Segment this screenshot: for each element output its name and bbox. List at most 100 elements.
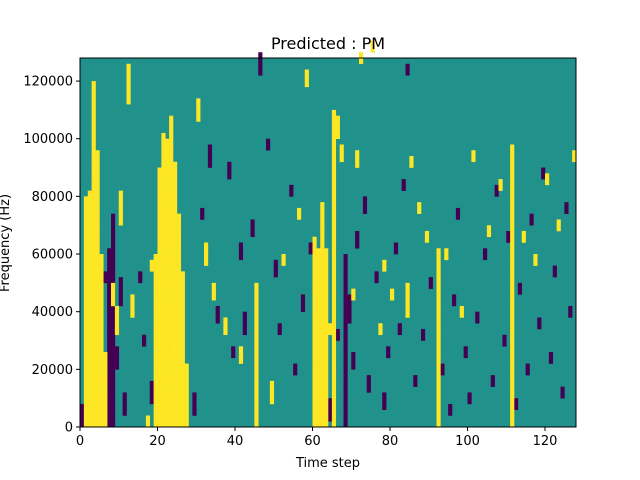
heatmap-cell-high	[180, 300, 185, 307]
heatmap-cell-low	[343, 415, 348, 422]
heatmap-cell-high	[169, 300, 174, 307]
heatmap-cell-high	[320, 380, 325, 387]
heatmap-cell-high	[521, 236, 526, 243]
heatmap-cell-low	[149, 380, 154, 387]
heatmap-cell-high	[405, 282, 410, 289]
heatmap-cell-high	[324, 254, 329, 261]
heatmap-cell-low	[111, 334, 116, 341]
heatmap-cell-low	[343, 403, 348, 411]
heatmap-cell-high	[91, 334, 96, 341]
heatmap-cell-high	[83, 375, 89, 382]
heatmap-cell-high	[95, 202, 100, 209]
heatmap-cell-high	[153, 259, 158, 266]
heatmap-cell-high	[91, 150, 96, 157]
heatmap-cell-low	[506, 230, 511, 238]
heatmap-cell-high	[103, 421, 108, 428]
heatmap-cell-high	[173, 346, 178, 353]
heatmap-cell-high	[184, 375, 189, 382]
heatmap-cell-high	[91, 346, 96, 353]
heatmap-cell-low	[118, 294, 123, 301]
heatmap-cell-high	[510, 386, 515, 393]
heatmap-cell-high	[331, 386, 337, 393]
heatmap-cell-high	[436, 363, 441, 370]
heatmap-cell-high	[91, 121, 96, 128]
heatmap-cell-high	[91, 328, 96, 336]
heatmap-cell-high	[118, 190, 123, 197]
heatmap-cell-high	[510, 230, 515, 238]
heatmap-cell-high	[153, 305, 158, 312]
heatmap-cell-high	[153, 288, 158, 295]
heatmap-cell-high	[471, 156, 476, 163]
heatmap-cell-high	[153, 271, 158, 278]
heatmap-cell-high	[165, 334, 170, 341]
heatmap-cell-high	[169, 398, 174, 405]
heatmap-cell-low	[142, 340, 147, 347]
heatmap-cell-low	[111, 225, 116, 232]
heatmap-cell-high	[118, 213, 123, 220]
heatmap-cell-high	[103, 386, 108, 393]
heatmap-cell-high	[176, 219, 182, 226]
heatmap-cell-low	[343, 421, 348, 428]
heatmap-cell-low	[238, 248, 244, 255]
heatmap-cell-high	[95, 398, 100, 405]
x-tick-label: 0	[76, 434, 84, 449]
heatmap-cell-high	[331, 207, 337, 214]
heatmap-cell-high	[204, 242, 209, 249]
heatmap-cell-high	[328, 323, 333, 330]
heatmap-cell-low	[215, 317, 220, 324]
heatmap-cell-high	[320, 409, 325, 416]
heatmap-cell-low	[386, 352, 391, 359]
heatmap-cell-high	[281, 254, 286, 261]
heatmap-cell-high	[99, 271, 104, 278]
heatmap-cell-high	[173, 173, 178, 180]
heatmap-cell-high	[304, 69, 309, 76]
heatmap-cell-high	[161, 288, 166, 295]
heatmap-cell-high	[320, 375, 325, 382]
heatmap-cell-low	[397, 328, 402, 336]
heatmap-cell-low	[452, 300, 457, 307]
heatmap-cell-low	[107, 317, 112, 324]
heatmap-cell-high	[417, 202, 422, 209]
heatmap-cell-high	[324, 317, 329, 324]
heatmap-cell-high	[254, 421, 259, 428]
heatmap-cell-low	[343, 271, 348, 278]
heatmap-cell-high	[87, 380, 92, 387]
heatmap-cell-high	[324, 363, 329, 370]
heatmap-cell-high	[169, 288, 174, 295]
heatmap-cell-high	[320, 311, 325, 318]
heatmap-cell-high	[87, 277, 92, 284]
heatmap-cell-high	[173, 340, 178, 347]
heatmap-cell-high	[103, 398, 108, 405]
heatmap-cell-high	[103, 409, 108, 416]
heatmap-cell-high	[180, 392, 185, 399]
heatmap-cell-high	[91, 282, 96, 289]
heatmap-cell-high	[161, 386, 166, 393]
heatmap-cell-high	[165, 219, 170, 226]
heatmap-cell-high	[196, 115, 201, 122]
heatmap-cell-high	[99, 282, 104, 289]
heatmap-cell-low	[548, 352, 554, 359]
heatmap-cell-high	[331, 323, 337, 330]
heatmap-cell-high	[521, 230, 526, 238]
heatmap-cell-low	[114, 357, 120, 364]
heatmap-cell-low	[475, 317, 480, 324]
heatmap-cell-high	[99, 254, 104, 261]
heatmap-cell-high	[157, 421, 162, 428]
heatmap-cell-high	[331, 167, 337, 174]
heatmap-cell-low	[200, 213, 205, 220]
heatmap-cell-high	[114, 317, 120, 324]
heatmap-cell-high	[165, 213, 170, 220]
heatmap-cell-high	[153, 403, 158, 411]
heatmap-cell-high	[572, 156, 577, 163]
heatmap-cell-high	[87, 202, 92, 209]
heatmap-cell-low	[293, 363, 298, 370]
heatmap-cell-high	[184, 363, 189, 370]
heatmap-cell-high	[99, 288, 104, 295]
heatmap-cell-low	[107, 340, 112, 347]
heatmap-cell-high	[161, 369, 166, 376]
heatmap-cell-high	[304, 81, 309, 88]
heatmap-cell-high	[95, 328, 100, 336]
heatmap-cell-high	[436, 294, 441, 301]
heatmap-cell-low	[111, 265, 116, 272]
heatmap-cell-high	[510, 294, 515, 301]
